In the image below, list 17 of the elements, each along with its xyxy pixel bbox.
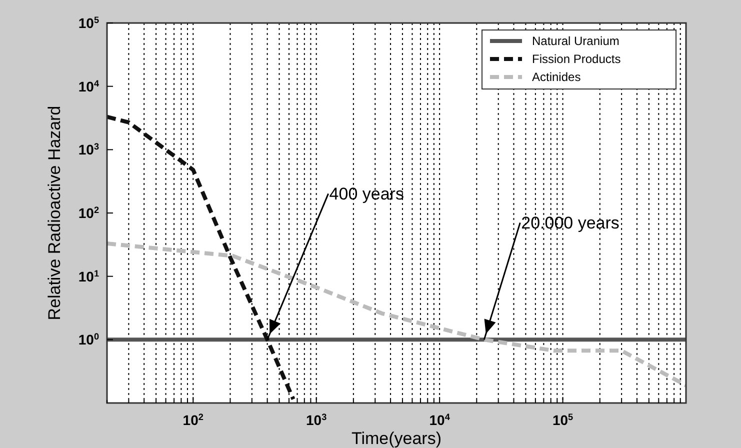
y-tick-label: 10$^{0}$ [78,332,99,348]
x-tick-label: 10$^{2}$ [182,412,204,428]
y-tick-label: 10$^{5}$ [78,15,99,31]
y-tick-label: 10$^{2}$ [78,205,99,221]
y-tick-label: 10$^{1}$ [78,268,99,284]
x-tick-label: 10$^{3}$ [306,412,327,428]
legend-label: Fission Products [532,52,621,66]
x-tick-label: 10$^{5}$ [552,412,574,428]
y-axis-title: Relative Radioactive Hazard [45,106,64,320]
annotation: 20.000 years [521,214,620,233]
annotation: 400 years [329,184,404,204]
x-tick-label: 10$^{4}$ [429,412,451,428]
y-tick-label: 10$^{4}$ [78,78,100,94]
legend-label: Natural Uranium [532,34,620,48]
x-axis-title: Time(years) [351,429,442,448]
y-tick-label: 10$^{3}$ [78,142,99,158]
legend-label: Actinides [532,70,581,84]
